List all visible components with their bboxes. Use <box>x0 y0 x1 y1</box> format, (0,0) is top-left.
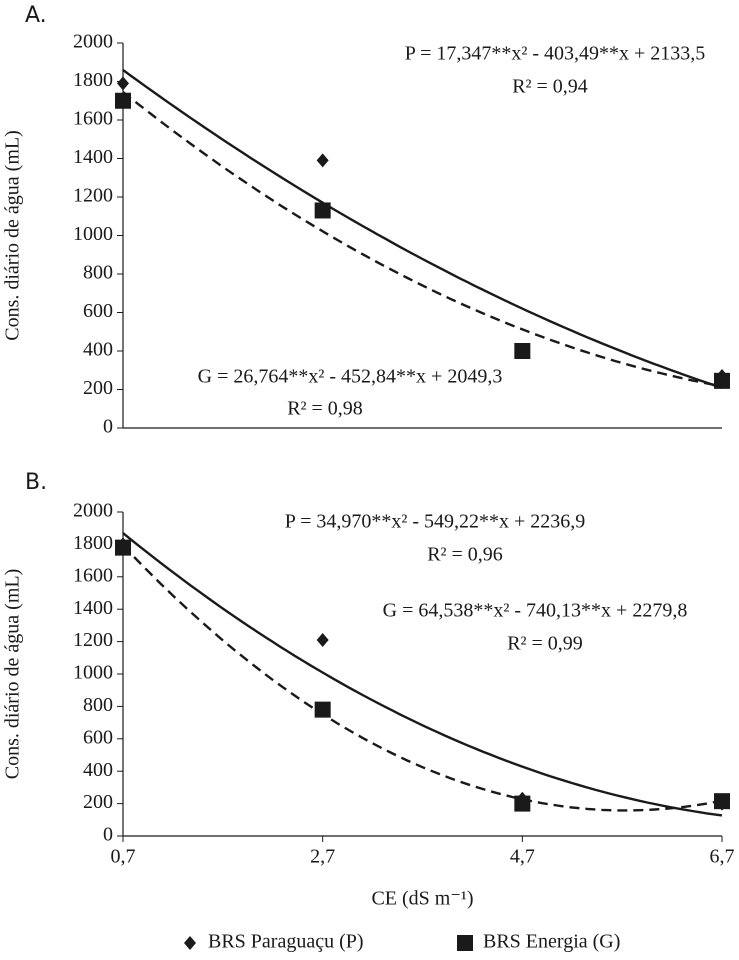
x-tick-label: 0,7 <box>111 846 136 868</box>
y-tick-label: 800 <box>83 694 113 716</box>
panel-label: A. <box>25 3 47 28</box>
marker-square <box>514 343 531 359</box>
marker-diamond <box>316 632 329 647</box>
y-tick-label: 200 <box>83 791 113 813</box>
trend-line <box>122 532 723 817</box>
y-tick-label: 2000 <box>73 500 113 522</box>
equation: R² = 0,94 <box>512 76 588 98</box>
y-tick-label: 1400 <box>73 146 113 168</box>
marker-square <box>314 701 331 718</box>
equation: R² = 0,98 <box>287 398 363 420</box>
equation: G = 26,764**x² - 452,84**x + 2049,3 <box>198 366 503 388</box>
legend-label: BRS Paraguaçu (P) <box>208 931 364 953</box>
y-tick-label: 0 <box>103 416 113 438</box>
y-tick-label: 1000 <box>73 223 113 245</box>
y-tick-label: 1400 <box>73 597 113 619</box>
legend-marker <box>184 936 196 950</box>
legend-marker <box>457 935 473 951</box>
marker-square <box>514 795 531 812</box>
equation: R² = 0,96 <box>427 544 503 566</box>
panel-label: B. <box>25 470 47 495</box>
y-tick-label: 1600 <box>73 108 113 130</box>
y-tick-label: 1200 <box>73 629 113 651</box>
y-tick-label: 800 <box>83 262 113 284</box>
y-tick-label: 400 <box>83 339 113 361</box>
marker-square <box>115 92 131 109</box>
y-tick-label: 1600 <box>73 564 113 586</box>
y-tick-label: 1000 <box>73 662 113 684</box>
trend-line <box>122 91 723 388</box>
x-axis-title: CE (dS m⁻¹) <box>371 888 473 910</box>
y-tick-label: 600 <box>83 300 113 322</box>
y-tick-label: 600 <box>83 726 113 748</box>
x-tick-label: 2,7 <box>310 846 335 868</box>
y-tick-label: 200 <box>83 377 113 399</box>
y-tick-label: 400 <box>83 759 113 781</box>
y-tick-label: 1200 <box>73 185 113 207</box>
marker-square <box>714 372 730 389</box>
y-axis-title: Cons. diário de água (mL) <box>2 130 24 341</box>
equation: G = 64,538**x² - 740,13**x + 2279,8 <box>383 600 688 622</box>
y-tick-label: 0 <box>103 824 113 846</box>
equation: R² = 0,99 <box>507 633 583 655</box>
legend-label: BRS Energia (G) <box>483 931 620 953</box>
marker-square <box>314 202 331 219</box>
equation: P = 34,970**x² - 549,22**x + 2236,9 <box>285 511 586 533</box>
marker-diamond <box>316 153 329 168</box>
y-tick-label: 1800 <box>73 69 113 91</box>
y-axis-title: Cons. diário de água (mL) <box>2 569 24 780</box>
trend-line <box>122 69 723 389</box>
y-tick-label: 1800 <box>73 532 113 554</box>
marker-diamond <box>117 76 129 91</box>
y-tick-label: 2000 <box>73 31 113 53</box>
x-tick-label: 6,7 <box>710 846 735 868</box>
trend-line <box>122 544 723 812</box>
marker-square <box>115 539 131 556</box>
marker-square <box>714 793 730 810</box>
x-tick-label: 4,7 <box>510 846 535 868</box>
equation: P = 17,347**x² - 403,49**x + 2133,5 <box>405 43 706 65</box>
